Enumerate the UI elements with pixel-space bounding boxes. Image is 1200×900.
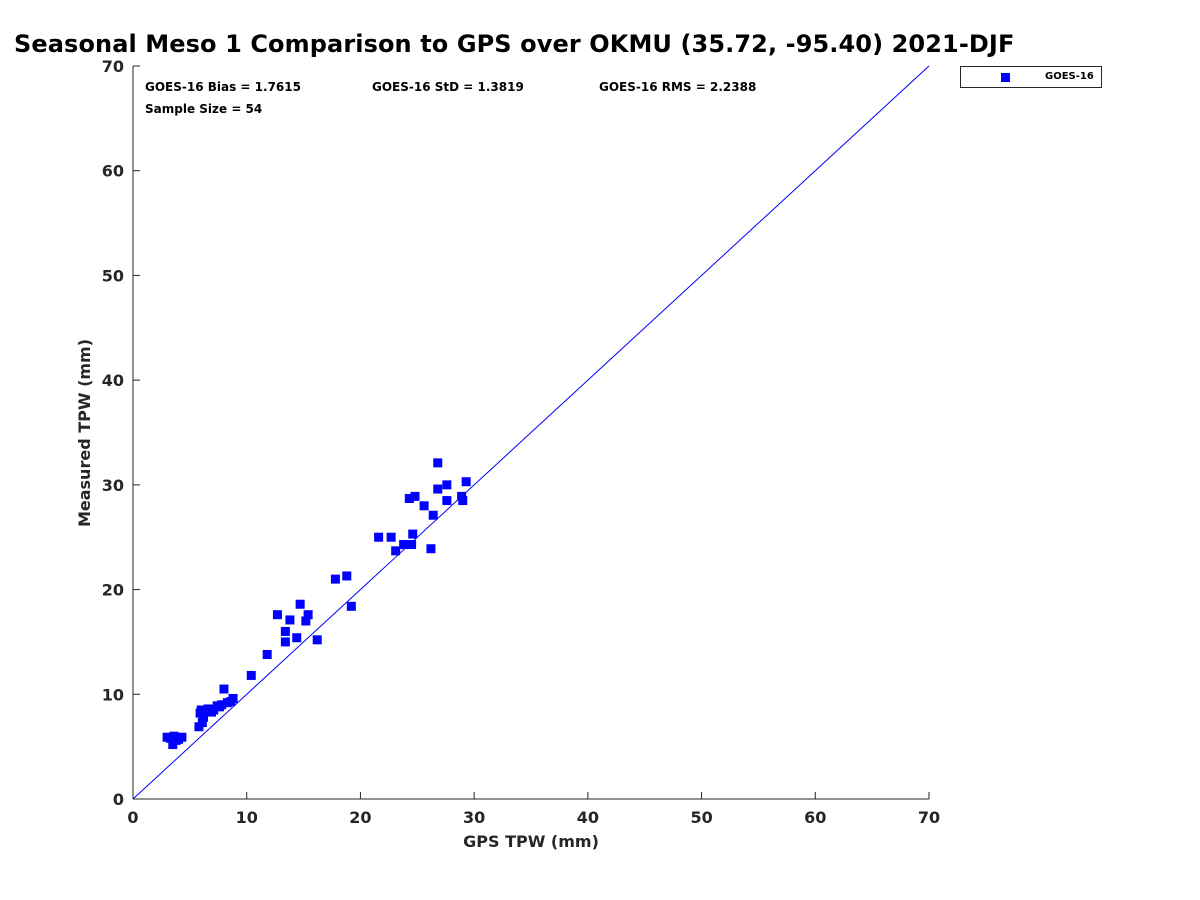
scatter-point <box>426 544 436 554</box>
scatter-point <box>214 702 224 712</box>
scatter-point <box>342 571 352 581</box>
scatter-point <box>408 529 418 539</box>
scatter-point <box>285 615 295 625</box>
scatter-point <box>461 477 471 487</box>
legend-marker-square <box>1001 73 1010 82</box>
scatter-point <box>219 684 229 694</box>
x-tick-label: 30 <box>463 808 485 827</box>
scatter-point <box>195 708 205 718</box>
y-tick-label: 10 <box>102 685 124 704</box>
y-tick-label: 30 <box>102 476 124 495</box>
scatter-point <box>272 610 282 620</box>
x-axis-label: GPS TPW (mm) <box>463 832 599 851</box>
scatter-point <box>197 718 207 728</box>
stat-bias: GOES-16 Bias = 1.7615 <box>145 80 301 94</box>
y-axis-label: Measured TPW (mm) <box>75 339 94 527</box>
stat-sample-size: Sample Size = 54 <box>145 102 262 116</box>
y-tick-label: 0 <box>113 790 124 809</box>
scatter-point <box>166 733 176 743</box>
scatter-point <box>206 707 216 717</box>
scatter-point <box>292 633 302 643</box>
scatter-point <box>442 480 452 490</box>
x-tick-label: 40 <box>577 808 599 827</box>
scatter-point <box>399 540 409 550</box>
scatter-series-goes16 <box>162 458 471 750</box>
y-tick-label: 70 <box>102 57 124 76</box>
scatter-point <box>346 601 356 611</box>
stat-rms: GOES-16 RMS = 2.2388 <box>599 80 756 94</box>
scatter-point <box>280 626 290 636</box>
scatter-point <box>301 616 311 626</box>
scatter-point <box>262 649 272 659</box>
scatter-point <box>280 637 290 647</box>
y-tick-label: 50 <box>102 266 124 285</box>
chart-title: Seasonal Meso 1 Comparison to GPS over O… <box>14 30 1015 58</box>
scatter-point <box>433 484 443 494</box>
scatter-point <box>428 510 438 520</box>
x-tick-label: 70 <box>918 808 940 827</box>
x-tick-label: 10 <box>236 808 258 827</box>
scatter-point <box>226 697 236 707</box>
stat-std: GOES-16 StD = 1.3819 <box>372 80 524 94</box>
x-tick-label: 0 <box>127 808 138 827</box>
scatter-point <box>404 493 414 503</box>
scatter-point <box>303 610 313 620</box>
scatter-point <box>458 496 468 506</box>
one-to-one-line <box>132 65 930 800</box>
y-tick-label: 20 <box>102 581 124 600</box>
scatter-point <box>433 458 443 468</box>
x-tick-label: 60 <box>804 808 826 827</box>
scatter-point <box>374 532 384 542</box>
y-tick-label: 60 <box>102 162 124 181</box>
scatter-point <box>407 540 417 550</box>
x-tick-label: 50 <box>690 808 712 827</box>
scatter-point <box>312 635 322 645</box>
scatter-point <box>442 496 452 506</box>
scatter-point <box>419 501 429 511</box>
scatter-point <box>173 734 183 744</box>
y-tick-label: 40 <box>102 371 124 390</box>
scatter-point <box>386 532 396 542</box>
reference-line-group <box>132 65 930 800</box>
scatter-point <box>391 546 401 556</box>
scatter-point <box>330 574 340 584</box>
scatter-point <box>410 491 420 501</box>
x-ticks: 0 10 20 30 40 50 60 70 <box>127 792 940 827</box>
legend: GOES-16 <box>960 66 1102 88</box>
x-tick-label: 20 <box>349 808 371 827</box>
y-ticks: 0 10 20 30 40 50 60 70 <box>102 57 140 809</box>
scatter-point <box>246 670 256 680</box>
scatter-point <box>295 599 305 609</box>
legend-label: GOES-16 <box>1045 71 1094 82</box>
